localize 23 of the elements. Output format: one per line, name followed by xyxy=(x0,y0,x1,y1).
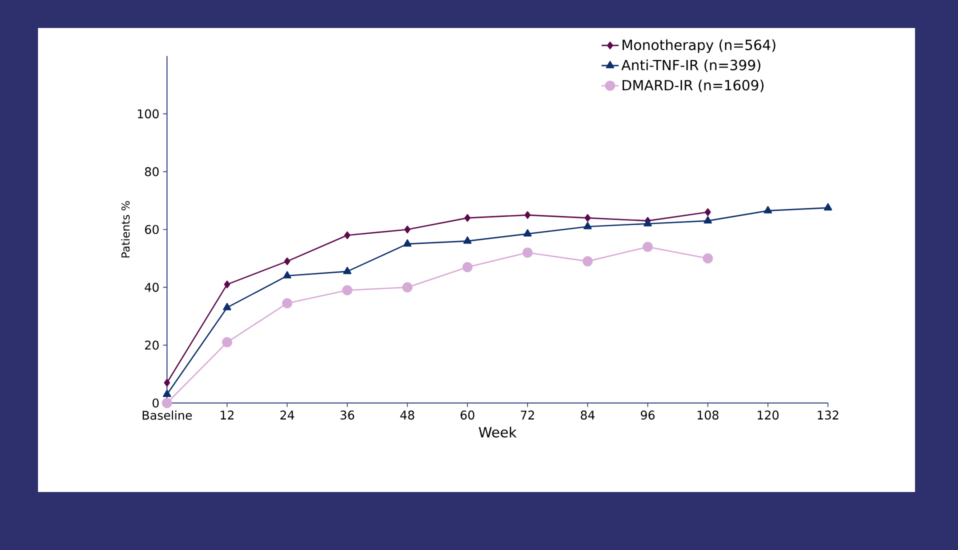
x-tick-label: 36 xyxy=(340,410,354,420)
x-tick-label: 12 xyxy=(220,410,234,420)
y-tick-label: 40 xyxy=(144,282,159,292)
x-tick-label: 48 xyxy=(400,410,414,420)
x-tick-label: 60 xyxy=(460,410,474,420)
legend-label: Anti-TNF-IR (n=399) xyxy=(621,60,760,72)
x-tick-label: 132 xyxy=(818,410,838,420)
x-tick-label: 84 xyxy=(580,410,595,420)
y-tick-label: 0 xyxy=(152,398,159,408)
x-tick-label: 24 xyxy=(280,410,294,420)
x-tick-label: 96 xyxy=(640,410,655,420)
legend-label: Monotherapy (n=564) xyxy=(622,39,776,53)
x-tick-label: 72 xyxy=(520,410,534,420)
y-tick-label: 60 xyxy=(145,224,159,234)
x-tick-label: Baseline xyxy=(142,410,192,420)
y-tick-label: 100 xyxy=(138,109,159,118)
x-axis-title: Week xyxy=(478,426,517,438)
y-axis-title: Patients % xyxy=(121,201,130,258)
x-tick-label: 120 xyxy=(758,410,779,420)
legend-label: DMARD-IR (n=1609) xyxy=(622,80,764,92)
x-tick-label: 108 xyxy=(698,410,718,420)
y-tick-label: 80 xyxy=(145,167,159,176)
y-tick-label: 20 xyxy=(145,340,159,350)
